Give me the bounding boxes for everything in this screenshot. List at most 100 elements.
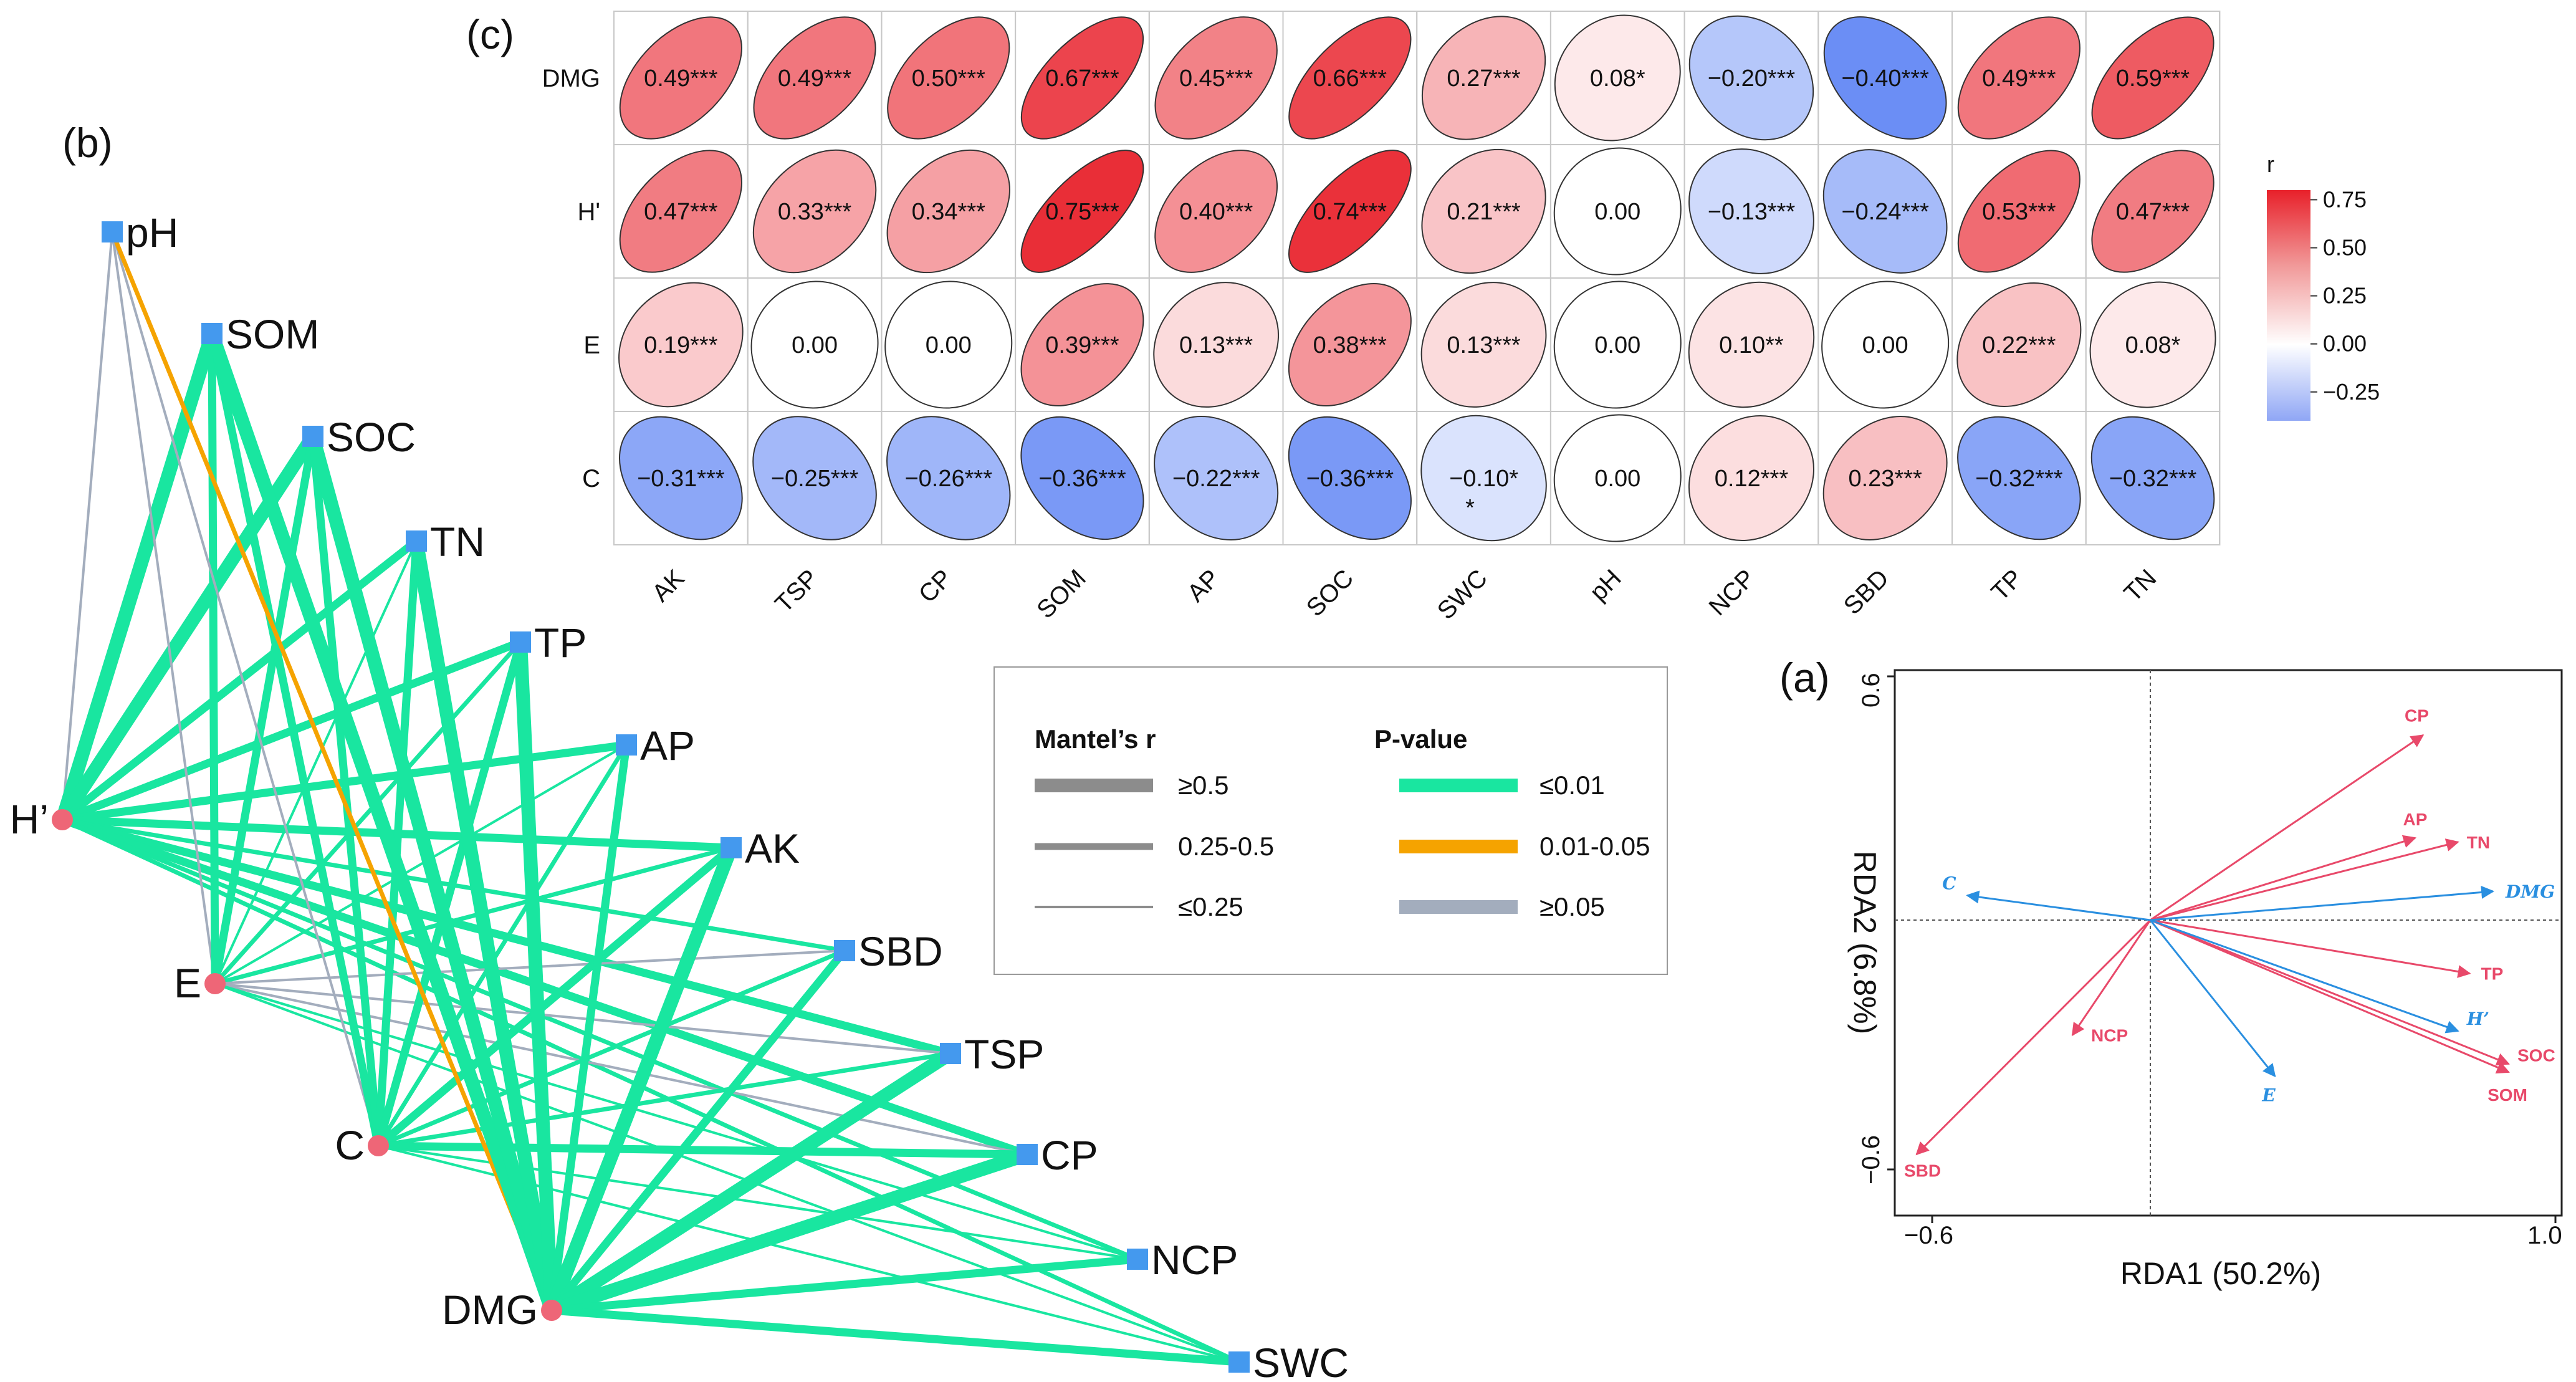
cell-h-tp-ellipse [1957, 150, 2080, 273]
env-node-ph [102, 221, 123, 242]
cell-dmg-cp-ellipse [887, 16, 1010, 140]
env-node-label-cp: CP [1041, 1132, 1098, 1178]
edge-dmg-ncp [547, 1255, 1142, 1315]
rda-env-label-tn: TN [2467, 833, 2490, 852]
edge-dmg-cp [545, 1148, 1034, 1317]
legend-p-ns: ≥0.05 [1539, 892, 1605, 921]
cell-h-som-ellipse [1020, 150, 1144, 273]
env-node-label-tsp: TSP [964, 1031, 1044, 1077]
rda-ylabel: RDA2 (6.8%) [1847, 851, 1882, 1035]
cell-e-tsp-label: 0.00 [792, 332, 838, 358]
legend-mantel-title: Mantel’s r [1035, 724, 1156, 754]
cell-dmg-sbd-ellipse [1823, 16, 1947, 140]
edge-c-som [208, 329, 383, 1150]
edge-c-tsp [376, 1051, 953, 1148]
cell-e-tn-ellipse [2089, 281, 2216, 408]
cell-h-sbd-ellipse [1822, 149, 1948, 274]
cell-h-swc-ellipse [1421, 148, 1546, 274]
rda-env-arrow-tn [2150, 838, 2459, 921]
response-node-dmg [541, 1300, 562, 1321]
row-label-h: H' [577, 198, 600, 226]
response-node-label-h: H’ [10, 796, 49, 842]
env-node-tp [510, 631, 531, 653]
colorbar-title: r [2267, 151, 2274, 177]
cell-dmg-swc-ellipse [1421, 16, 1546, 140]
rda-response-label-c: C [1942, 873, 1956, 893]
edge-e-ak [213, 845, 734, 986]
edge-e-ph [111, 231, 216, 985]
cell-e-ncp-label: 0.10** [1719, 332, 1784, 358]
response-node-h [52, 809, 73, 830]
cell-dmg-tn-label: 0.59*** [2116, 65, 2190, 92]
rda-env-label-ncp: NCP [2091, 1026, 2128, 1045]
cell-dmg-tn-ellipse [2091, 16, 2214, 140]
cell-e-soc-label: 0.38*** [1313, 332, 1387, 358]
cell-e-soc-ellipse [1288, 283, 1412, 406]
rda-ytick-label-top: 0.6 [1857, 673, 1885, 708]
rda-env-label-som: SOM [2487, 1085, 2527, 1105]
colorbar-tick-label-3: 0.00 [2323, 331, 2367, 357]
edge-dmg-som [205, 327, 558, 1317]
legend-box [994, 666, 1668, 975]
cell-c-sbd-label: 0.23*** [1848, 466, 1922, 492]
rda-response-arrow-c [1966, 890, 2151, 921]
edge-e-som [208, 329, 219, 988]
cell-h-ncp-label: −0.13*** [1708, 199, 1796, 225]
cell-e-ak-ellipse [618, 282, 744, 408]
cell-c-tn-label: −0.32*** [2109, 466, 2197, 492]
cell-e-swc-label: 0.13*** [1447, 332, 1521, 358]
cell-c-swc-label: −0.10* [1449, 466, 1518, 492]
cell-c-soc-ellipse [1288, 416, 1412, 540]
cell-h-tsp-ellipse [752, 149, 877, 274]
cell-c-ph-ellipse [1553, 414, 1682, 542]
cell-dmg-som-label: 0.67*** [1045, 65, 1119, 92]
rda-response-arrow-e [2149, 919, 2276, 1078]
cell-c-ak-ellipse [619, 416, 743, 540]
env-node-sbd [834, 940, 855, 961]
rda-plot-frame [1894, 669, 2563, 1217]
cell-h-soc-ellipse [1288, 150, 1412, 273]
cell-c-soc-label: −0.36*** [1306, 466, 1394, 492]
cell-h-swc-label: 0.21*** [1447, 199, 1521, 225]
env-node-soc [302, 426, 323, 447]
edge-e-tsp [214, 982, 952, 1055]
edge-h-swc [60, 817, 1242, 1365]
response-node-label-c: C [335, 1122, 365, 1168]
column-label-sbd: SBD [1839, 564, 1894, 620]
env-node-label-ap: AP [640, 722, 695, 769]
cell-dmg-som-ellipse [1020, 16, 1144, 140]
column-label-tn: TN [2119, 564, 2162, 607]
edge-dmg-sbd [547, 946, 849, 1315]
cell-e-ph-ellipse [1553, 281, 1682, 409]
cell-h-tsp-label: 0.33*** [778, 199, 852, 225]
cell-h-soc-label: 0.74*** [1313, 199, 1387, 225]
rda-xlabel: RDA1 (50.2%) [2120, 1256, 2321, 1291]
edge-c-ap [376, 742, 629, 1148]
rda-response-arrow-dmg [2150, 885, 2495, 921]
heatmap-row-labels: DMG H' E C [542, 65, 600, 492]
network-edges [55, 229, 1243, 1366]
edge-h-ncp [60, 817, 1140, 1262]
rda-arrows: CP AP TN TP SOC SOM NCP SBD DMG H’ E C [1904, 706, 2555, 1180]
cell-e-tp-label: 0.22*** [1982, 332, 2056, 358]
rda-biplot: −0.6 1.0 0.6 −0.6 RDA1 (50.2%) RDA2 (6.8… [1847, 669, 2563, 1291]
cell-c-tsp-label: −0.25*** [771, 466, 859, 492]
cell-e-som-label: 0.39*** [1045, 332, 1119, 358]
cell-dmg-tsp-ellipse [753, 16, 876, 140]
heatmap-column-labels: AK TSP CP SOM AP SOC SWC pH NCP SBD TP TN [647, 564, 2162, 625]
rda-env-label-sbd: SBD [1904, 1161, 1941, 1181]
column-label-ph: pH [1584, 564, 1626, 606]
env-node-label-ncp: NCP [1151, 1237, 1238, 1283]
rda-env-arrow-ap [2150, 835, 2417, 921]
env-node-label-tp: TP [534, 620, 587, 666]
cell-dmg-ap-label: 0.45*** [1179, 65, 1253, 92]
cell-dmg-sbd-label: −0.40*** [1841, 65, 1929, 92]
edge-h-cp [58, 815, 1032, 1159]
edge-e-soc [211, 432, 317, 988]
rda-env-label-ap: AP [2403, 810, 2428, 829]
rda-env-arrow-tp [2150, 919, 2471, 978]
edge-e-tn [214, 540, 418, 985]
cell-c-tp-label: −0.32*** [1975, 466, 2063, 492]
panel-label-c: (c) [466, 11, 514, 57]
cell-h-ph-label: 0.00 [1594, 199, 1640, 225]
